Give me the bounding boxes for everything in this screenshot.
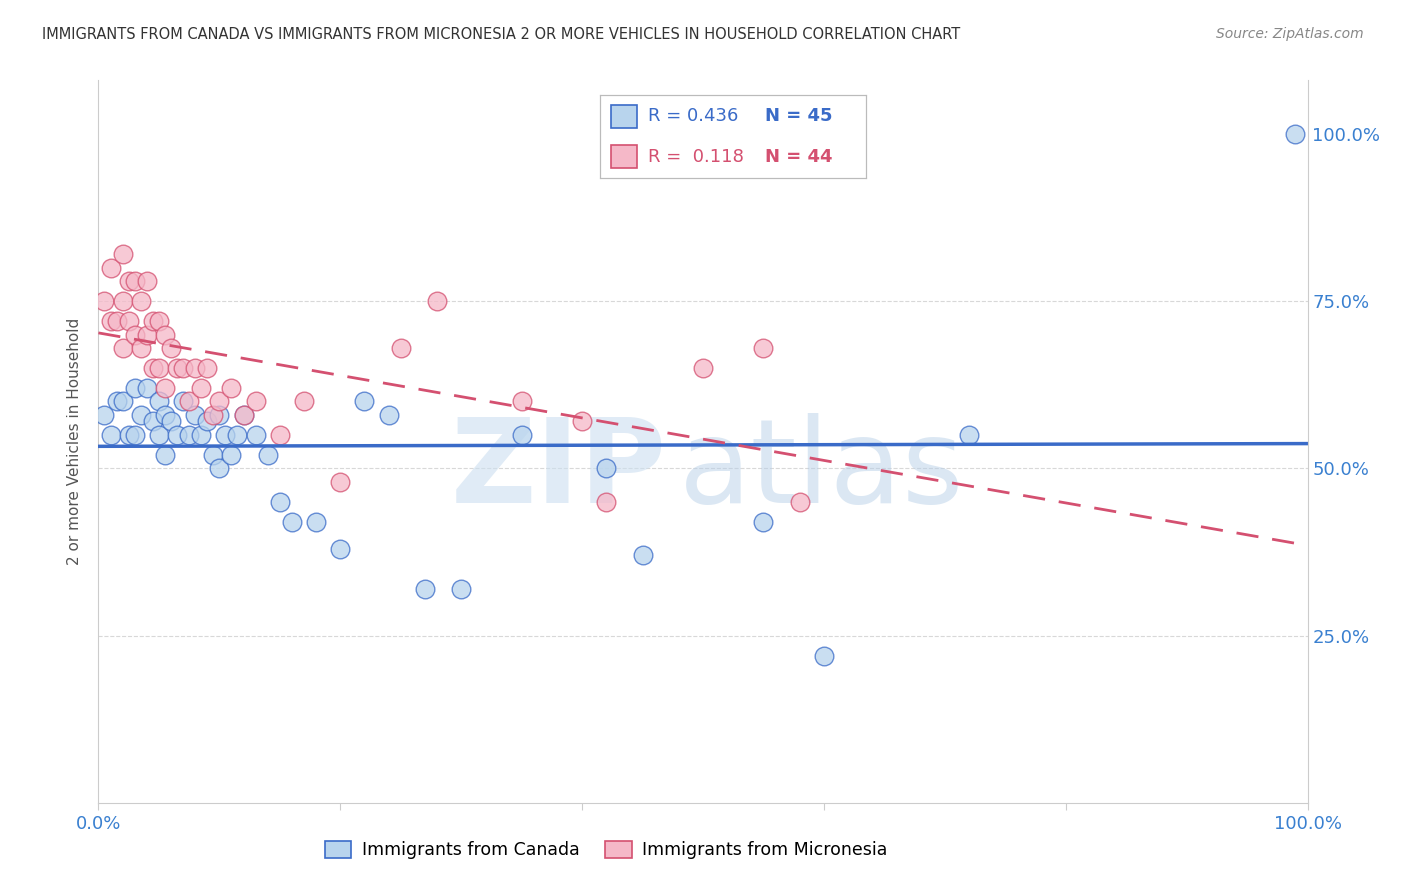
Point xyxy=(105,314,128,328)
Text: atlas: atlas xyxy=(679,413,965,528)
Text: ZIP: ZIP xyxy=(451,413,666,528)
Point xyxy=(100,314,122,328)
Point xyxy=(118,314,141,328)
Point xyxy=(389,341,412,355)
Point xyxy=(329,475,352,489)
Point xyxy=(256,448,278,462)
Point xyxy=(148,427,170,442)
Point xyxy=(789,494,811,508)
Point xyxy=(179,427,201,442)
Point xyxy=(142,314,165,328)
Point xyxy=(124,427,146,442)
Point xyxy=(111,394,134,409)
Point xyxy=(93,408,115,422)
Point xyxy=(160,414,183,429)
Point xyxy=(111,294,134,309)
Point xyxy=(571,414,593,429)
Point xyxy=(413,582,436,596)
Point xyxy=(214,427,236,442)
Point xyxy=(353,394,375,409)
Point xyxy=(752,341,775,355)
Point xyxy=(172,361,194,376)
Point xyxy=(269,494,291,508)
Point xyxy=(100,427,122,442)
Point xyxy=(692,361,714,376)
Point xyxy=(510,394,533,409)
Point xyxy=(179,394,201,409)
Point xyxy=(153,381,176,395)
Point xyxy=(124,381,146,395)
Point xyxy=(329,541,352,556)
Point xyxy=(184,408,207,422)
Point xyxy=(221,448,243,462)
Point xyxy=(148,361,170,376)
Point xyxy=(281,515,304,529)
Point xyxy=(245,394,267,409)
Point xyxy=(595,461,617,475)
Point xyxy=(148,314,170,328)
Point xyxy=(100,260,122,275)
Point xyxy=(377,408,399,422)
Point xyxy=(142,361,165,376)
Point xyxy=(195,414,218,429)
Point xyxy=(111,247,134,261)
Point xyxy=(105,394,128,409)
Point xyxy=(124,327,146,342)
Point xyxy=(135,327,157,342)
Point xyxy=(226,427,249,442)
Point xyxy=(153,408,176,422)
Point xyxy=(1284,127,1306,141)
Point xyxy=(172,394,194,409)
Point xyxy=(232,408,254,422)
Text: Source: ZipAtlas.com: Source: ZipAtlas.com xyxy=(1216,27,1364,41)
Point xyxy=(129,294,152,309)
Point xyxy=(202,448,225,462)
Point xyxy=(292,394,315,409)
Point xyxy=(305,515,328,529)
Point xyxy=(195,361,218,376)
Point xyxy=(190,427,212,442)
Point xyxy=(153,448,176,462)
Point xyxy=(148,394,170,409)
Text: IMMIGRANTS FROM CANADA VS IMMIGRANTS FROM MICRONESIA 2 OR MORE VEHICLES IN HOUSE: IMMIGRANTS FROM CANADA VS IMMIGRANTS FRO… xyxy=(42,27,960,42)
Point xyxy=(129,341,152,355)
Point xyxy=(202,408,225,422)
Point xyxy=(118,427,141,442)
Point xyxy=(595,494,617,508)
Point xyxy=(166,361,188,376)
Point xyxy=(153,327,176,342)
Point xyxy=(142,414,165,429)
Point xyxy=(426,294,449,309)
Point xyxy=(166,427,188,442)
Point xyxy=(232,408,254,422)
Point xyxy=(129,408,152,422)
Point xyxy=(124,274,146,288)
Point xyxy=(631,548,654,563)
Point xyxy=(184,361,207,376)
Point xyxy=(957,427,980,442)
Point xyxy=(190,381,212,395)
Point xyxy=(118,274,141,288)
Point xyxy=(813,648,835,663)
Point xyxy=(93,294,115,309)
Point xyxy=(208,394,231,409)
Point xyxy=(208,461,231,475)
Point xyxy=(245,427,267,442)
Point xyxy=(752,515,775,529)
Point xyxy=(269,427,291,442)
Point xyxy=(135,381,157,395)
Point xyxy=(221,381,243,395)
Y-axis label: 2 or more Vehicles in Household: 2 or more Vehicles in Household xyxy=(67,318,83,566)
Point xyxy=(135,274,157,288)
Point xyxy=(450,582,472,596)
Point xyxy=(160,341,183,355)
Point xyxy=(208,408,231,422)
Point xyxy=(510,427,533,442)
Point xyxy=(111,341,134,355)
Legend: Immigrants from Canada, Immigrants from Micronesia: Immigrants from Canada, Immigrants from … xyxy=(318,834,894,866)
